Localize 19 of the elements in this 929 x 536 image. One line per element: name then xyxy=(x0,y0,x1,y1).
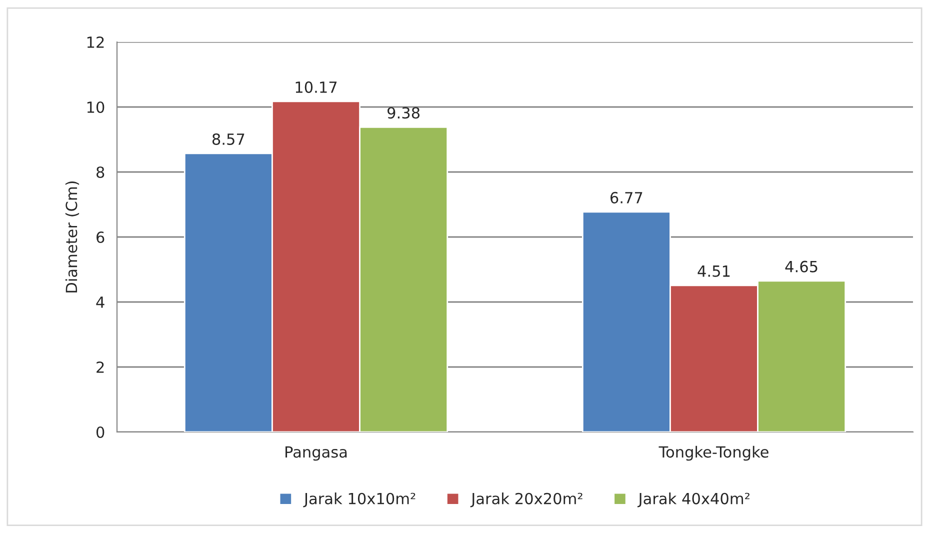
y-axis-title: Diameter (Cm) xyxy=(65,181,80,292)
y-tick-label: 4 xyxy=(96,296,104,308)
y-tick-label: 10 xyxy=(87,101,104,114)
legend-label: Jarak 10x10m² xyxy=(303,492,416,508)
x-tick-label: Pangasa xyxy=(286,446,347,461)
data-label: 10.17 xyxy=(296,81,337,93)
y-tick-label: 0 xyxy=(96,426,104,438)
legend-label: Jarak 20x20m² xyxy=(470,492,582,508)
data-label: 4.51 xyxy=(698,266,730,277)
y-tick-label: 2 xyxy=(96,361,104,373)
data-label: 6.77 xyxy=(610,192,642,204)
y-tick-label: 12 xyxy=(87,36,104,48)
y-tick-label: 6 xyxy=(96,231,104,244)
data-label: 4.65 xyxy=(785,260,818,272)
x-tick-label: Tongke-Tongke xyxy=(658,446,768,461)
legend-label: Jarak 40x40m² xyxy=(638,492,750,508)
y-tick-label: 8 xyxy=(96,166,104,178)
data-label: 8.57 xyxy=(212,133,244,145)
data-label: 9.38 xyxy=(388,107,420,119)
